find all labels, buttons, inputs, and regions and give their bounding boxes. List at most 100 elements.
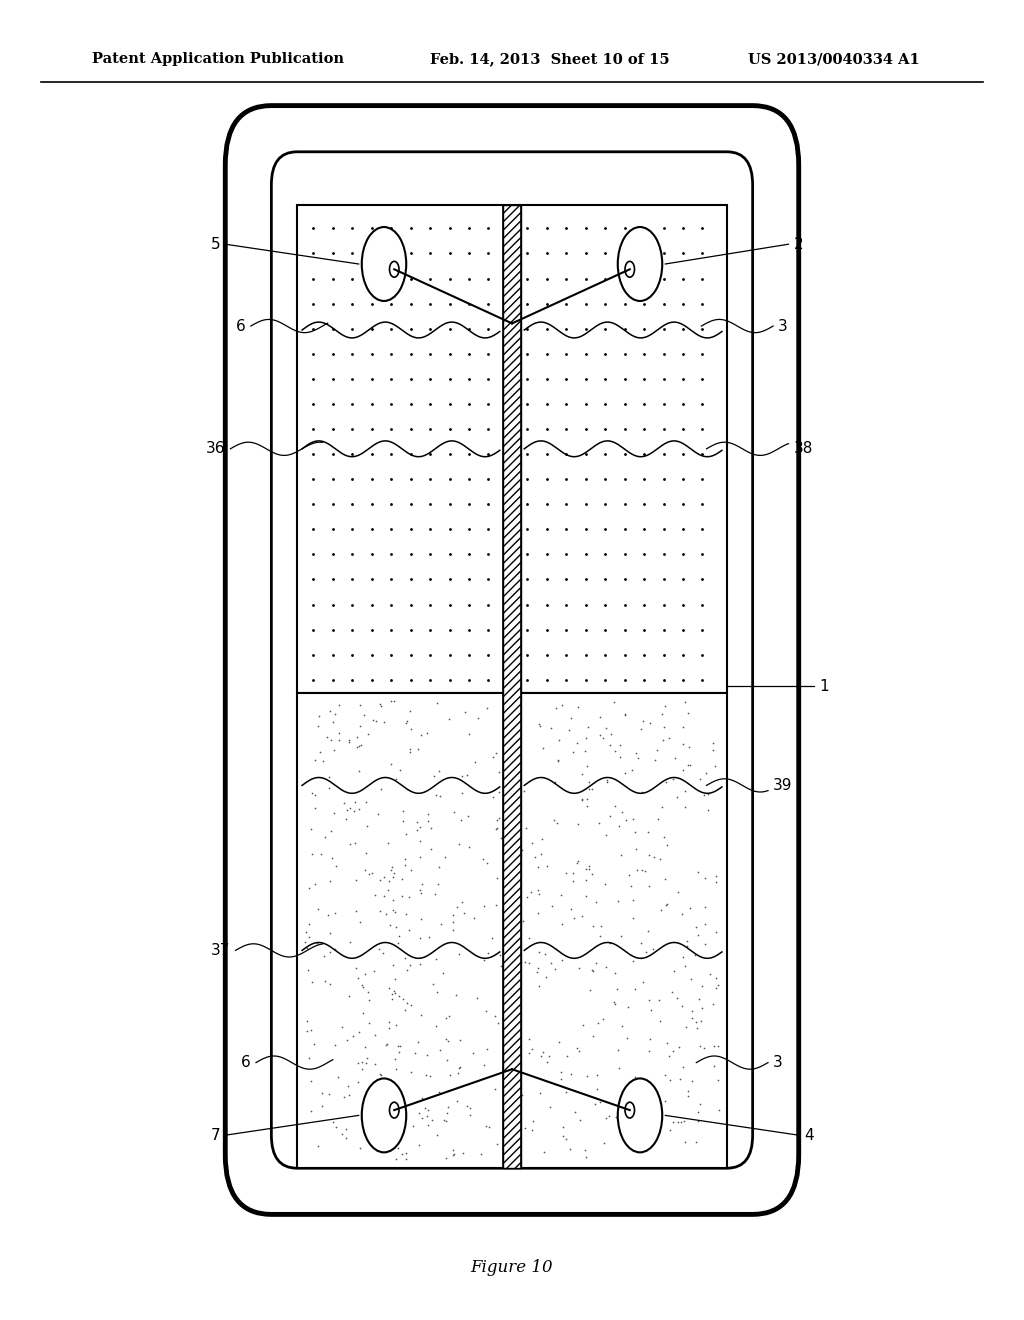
Point	[467, 751, 483, 772]
Point	[452, 1057, 468, 1078]
Point	[486, 1078, 503, 1100]
Point	[534, 829, 550, 850]
Point	[675, 759, 691, 780]
Text: US 2013/0040334 A1: US 2013/0040334 A1	[748, 53, 920, 66]
Point	[503, 704, 519, 725]
Point	[706, 1055, 722, 1076]
Point	[301, 927, 317, 948]
Point	[311, 705, 328, 726]
Point	[665, 1111, 681, 1133]
Point	[495, 1105, 511, 1126]
Point	[454, 891, 470, 912]
Point	[683, 1007, 699, 1028]
Point	[326, 803, 342, 824]
Point	[373, 696, 389, 717]
Point	[547, 958, 563, 979]
Point	[630, 748, 646, 770]
Point	[496, 1089, 512, 1110]
Point	[388, 1059, 404, 1080]
Point	[546, 809, 562, 830]
Point	[402, 1061, 419, 1082]
Point	[387, 768, 403, 789]
Point	[680, 1081, 696, 1102]
Point	[662, 1069, 678, 1090]
Point	[542, 1097, 558, 1118]
Point	[652, 899, 669, 920]
Point	[381, 1102, 397, 1123]
Point	[382, 915, 398, 936]
Point	[624, 875, 640, 896]
Point	[602, 735, 618, 756]
Text: Patent Application Publication: Patent Application Publication	[92, 53, 344, 66]
Point	[505, 1064, 521, 1085]
Point	[675, 946, 691, 968]
Point	[435, 962, 452, 983]
Point	[412, 1134, 428, 1155]
Point	[544, 953, 560, 974]
Point	[403, 994, 420, 1015]
Point	[652, 849, 669, 870]
Point	[423, 818, 439, 840]
Point	[304, 783, 321, 804]
Point	[428, 1015, 444, 1036]
Point	[644, 939, 660, 960]
Point	[336, 792, 352, 813]
Point	[696, 896, 713, 917]
Point	[384, 857, 400, 878]
Point	[629, 859, 645, 880]
Point	[407, 1043, 423, 1064]
Point	[427, 784, 443, 805]
Point	[323, 941, 339, 962]
Point	[490, 808, 507, 829]
Point	[311, 742, 328, 763]
Point	[304, 972, 321, 993]
Point	[386, 863, 402, 884]
Point	[490, 1012, 507, 1034]
Point	[423, 1110, 439, 1131]
Point	[670, 987, 686, 1008]
Point	[350, 968, 367, 989]
Point	[496, 1020, 512, 1041]
Point	[365, 709, 381, 730]
Point	[338, 1118, 354, 1139]
Point	[646, 1127, 663, 1148]
Point	[705, 733, 721, 754]
Point	[635, 972, 651, 993]
Point	[484, 787, 501, 808]
Point	[386, 902, 402, 923]
Point	[674, 903, 690, 924]
Point	[399, 779, 416, 800]
Point	[402, 741, 419, 762]
Point	[617, 809, 634, 830]
Point	[360, 990, 377, 1011]
Point	[397, 948, 414, 969]
Point	[330, 1067, 346, 1088]
Bar	[503, 205, 521, 1168]
Point	[573, 764, 590, 785]
Point	[425, 974, 441, 995]
Point	[595, 727, 611, 748]
Point	[377, 1035, 393, 1056]
Point	[624, 760, 640, 781]
Point	[609, 1039, 626, 1060]
FancyBboxPatch shape	[225, 106, 799, 1214]
Point	[303, 818, 319, 840]
Ellipse shape	[389, 261, 399, 277]
Point	[628, 743, 644, 764]
Point	[420, 1114, 436, 1135]
Point	[665, 768, 681, 789]
Point	[656, 869, 673, 890]
Point	[567, 1102, 584, 1123]
Point	[544, 895, 560, 916]
Point	[570, 957, 587, 978]
Point	[677, 1131, 693, 1152]
Point	[476, 1055, 493, 1076]
Point	[579, 727, 595, 748]
Point	[351, 911, 368, 932]
Point	[327, 902, 343, 923]
Point	[462, 1104, 478, 1125]
Point	[695, 784, 712, 805]
Point	[640, 920, 656, 941]
Point	[342, 833, 358, 854]
Point	[620, 997, 636, 1018]
